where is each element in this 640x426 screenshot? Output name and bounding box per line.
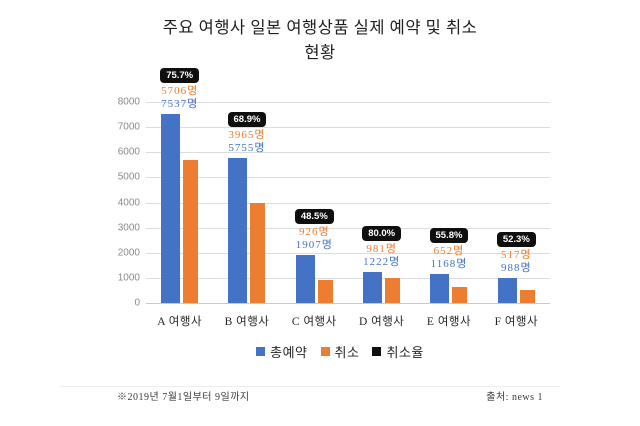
x-axis-category-label: F 여행사: [494, 316, 539, 328]
booking-bar: [430, 273, 450, 303]
legend-item-cancel-rate: 취소율: [372, 342, 423, 361]
y-axis-tick-label: 3000: [117, 222, 140, 234]
bar-pair: [281, 102, 348, 303]
booking-count-label: 5755명: [228, 142, 266, 155]
footer-note: ※2019년 7월1일부터 9일까지: [117, 392, 250, 403]
bar-pair: [348, 102, 415, 303]
y-axis: 0 1000 2000 3000 4000 5000 6000 7000 8000: [0, 97, 140, 309]
bar-annotations: 68.9% 3965명 5755명: [205, 112, 288, 155]
y-axis-tick-label: 7000: [117, 121, 140, 133]
booking-count-label: 1222명: [363, 256, 401, 269]
booking-bar: [295, 255, 315, 303]
booking-count-label: 7537명: [161, 97, 199, 110]
legend-label-cancel-rate: 취소율: [386, 345, 424, 360]
cancel-bar: [452, 286, 468, 303]
chart-legend: 총예약 취소 취소율: [20, 342, 640, 361]
gridline: [146, 102, 550, 103]
legend-swatch-booking: [256, 347, 266, 356]
gridline: [146, 177, 550, 179]
cancel-count-label: 981명: [366, 243, 397, 256]
booking-bar: [497, 278, 517, 303]
booking-count-label: 988명: [501, 262, 532, 275]
legend-swatch-cancel-rate: [372, 347, 382, 356]
bar-pair: [146, 102, 213, 303]
cancel-rate-badge: 75.7%: [160, 67, 200, 83]
gridline: [146, 227, 550, 229]
legend-label-booking: 총예약: [270, 345, 308, 360]
y-axis-tick-label: 4000: [117, 197, 140, 208]
gridline: [146, 127, 550, 129]
bar-group: 80.0% 981명 1222명 D 여행사: [348, 102, 415, 328]
cancel-bar: [183, 159, 199, 303]
footer-source: 출처: news 1: [486, 392, 543, 403]
bar-annotations: 52.3% 517명 988명: [475, 232, 558, 275]
cancel-bar: [317, 279, 333, 303]
chart-title: 주요 여행사 일본 여행상품 실제 예약 및 취소 현황: [162, 18, 478, 62]
cancel-count-label: 5706명: [161, 84, 199, 97]
cancel-rate-badge: 48.5%: [294, 209, 334, 225]
bar-group: 48.5% 926명 1907명 C 여행사: [281, 102, 348, 328]
y-axis-tick-label: 1000: [117, 272, 140, 284]
bar-annotations: 48.5% 926명 1907명: [273, 209, 356, 252]
bar-group: 68.9% 3965명 5755명 B 여행사: [213, 102, 280, 328]
y-axis-tick-label: 0: [134, 297, 140, 309]
cancel-bar: [519, 290, 535, 303]
booking-bar: [363, 272, 383, 303]
legend-item-booking: 총예약: [256, 342, 307, 361]
y-axis-tick-label: 6000: [117, 146, 140, 158]
cancel-count-label: 652명: [433, 244, 465, 257]
x-axis-category-label: D 여행사: [358, 316, 405, 328]
cancel-rate-badge: 52.3%: [496, 232, 536, 248]
cancel-rate-badge: 55.8%: [429, 227, 469, 243]
legend-swatch-cancel: [320, 347, 330, 356]
cancel-bar: [385, 278, 401, 303]
x-axis-category-label: A 여행사: [157, 316, 203, 328]
bar-pair: [483, 102, 550, 303]
bar-annotations: 80.0% 981명 1222명: [340, 226, 423, 269]
cancel-count-label: 926명: [299, 226, 330, 239]
plot-area: 75.7% 5706명 7537명 A 여행사 68.9% 3965명 5755명 B 여행사…: [146, 67, 550, 328]
gridline: [146, 152, 550, 154]
x-axis-category-label: E 여행사: [426, 316, 472, 328]
cancel-rate-badge: 68.9%: [227, 112, 267, 128]
cancel-count-label: 517명: [501, 249, 532, 262]
bar-group: 52.3% 517명 988명 F 여행사: [483, 102, 550, 328]
cancel-rate-badge: 80.0%: [362, 226, 402, 242]
gridline: [146, 277, 550, 279]
gridline: [146, 202, 550, 204]
booking-bar: [228, 158, 248, 303]
legend-label-cancel: 취소: [334, 345, 360, 360]
booking-bar: [161, 113, 181, 303]
bar-annotations: 55.8% 652명 1168명: [407, 227, 490, 271]
gridline: [146, 252, 550, 254]
cancel-count-label: 3965명: [228, 129, 266, 142]
bar-pair: [415, 102, 482, 303]
footer-divider: [60, 386, 560, 387]
bar-group: 75.7% 5706명 7537명 A 여행사: [146, 67, 213, 328]
x-axis-category-label: B 여행사: [224, 316, 270, 328]
legend-item-cancel: 취소: [320, 342, 360, 361]
bar-annotations: 75.7% 5706명 7537명: [138, 67, 221, 111]
cancel-bar: [250, 203, 266, 303]
y-axis-tick-label: 5000: [117, 171, 140, 183]
booking-count-label: 1907명: [295, 239, 333, 252]
booking-count-label: 1168명: [430, 257, 468, 270]
y-axis-tick-label: 8000: [117, 96, 140, 108]
y-axis-tick-label: 2000: [117, 247, 140, 259]
bar-group: 55.8% 652명 1168명 E 여행사: [415, 102, 482, 328]
x-axis-category-label: C 여행사: [291, 316, 337, 328]
bar-pair: [213, 102, 280, 303]
